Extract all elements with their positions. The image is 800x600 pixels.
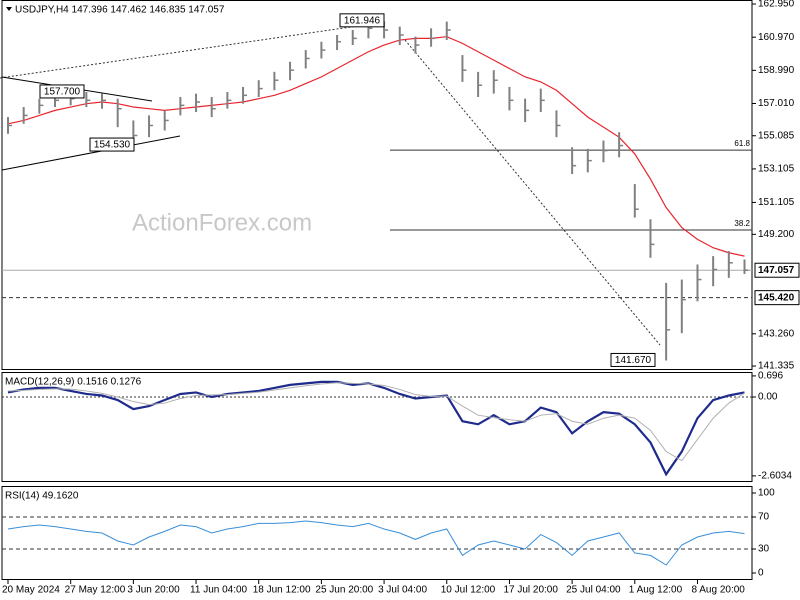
y-tick-label: 162.950 (758, 0, 795, 10)
y-tick-label: 157.010 (758, 98, 795, 109)
y-tick-label: 141.335 (758, 361, 795, 372)
y-tick-label: 0.00 (758, 392, 778, 403)
panel-title: RSI(14) 49.1620 (5, 491, 79, 502)
level-label: 145.420 (758, 292, 795, 303)
y-tick-label: 30 (758, 544, 770, 555)
y-tick-label: 153.105 (758, 164, 795, 175)
moving-average (7, 36, 745, 257)
y-tick-label: 160.970 (758, 32, 795, 43)
panel-title: USDJPY,H4 147.396 147.462 146.835 147.05… (15, 5, 225, 16)
annotation-box (39, 84, 85, 99)
indicator-line (7, 520, 745, 566)
annotation-box (339, 13, 385, 28)
annotation-box (89, 137, 135, 152)
panel-frame (1, 372, 753, 482)
x-tick-label: 8 Aug 20:00 (691, 585, 745, 596)
y-tick-label: 149.200 (758, 229, 795, 240)
x-tick-label: 25 Jul 04:00 (566, 585, 621, 596)
x-tick-label: 27 May 12:00 (65, 585, 126, 596)
y-tick-label: 151.105 (758, 197, 795, 208)
annotation-box (610, 352, 656, 367)
panel-frame (1, 0, 753, 370)
level-label: 147.057 (758, 265, 795, 276)
annotation-label: 161.946 (344, 15, 381, 26)
level-box (754, 290, 800, 306)
annotation-label: 141.670 (615, 355, 652, 366)
fib-label: 61.8 (734, 139, 750, 148)
title-marker (6, 7, 12, 11)
y-tick-label: 158.990 (758, 65, 795, 76)
annotation-label: 154.530 (94, 140, 131, 151)
x-tick-label: 17 Jul 20:00 (503, 585, 558, 596)
x-tick-label: 1 Aug 12:00 (629, 585, 683, 596)
y-tick-label: 155.085 (758, 130, 795, 141)
level-box (754, 262, 800, 278)
panel-frame (1, 486, 753, 580)
channel-line (1, 135, 181, 171)
y-tick-label: 143.260 (758, 328, 795, 339)
y-tick-label: 100 (758, 488, 775, 499)
fib-label: 38.2 (734, 219, 750, 228)
y-tick-label: 70 (758, 512, 770, 523)
y-tick-label: 0.696 (758, 371, 783, 382)
x-tick-label: 11 Jun 04:00 (190, 585, 248, 596)
x-tick-label: 3 Jun 20:00 (127, 585, 180, 596)
indicator-line (7, 382, 745, 462)
y-tick-label: -2.6034 (758, 471, 792, 482)
annotation-label: 157.700 (44, 87, 81, 98)
trend-line (0, 21, 386, 79)
panel-title: MACD(12,26,9) 0.1516 0.1276 (5, 377, 142, 388)
x-tick-label: 10 Jul 12:00 (441, 585, 496, 596)
x-tick-label: 18 Jun 12:00 (253, 585, 311, 596)
x-tick-label: 20 May 2024 (2, 585, 60, 596)
watermark: ActionForex.com (132, 209, 312, 236)
x-tick-label: 25 Jun 20:00 (315, 585, 373, 596)
y-tick-label: 0 (758, 568, 764, 579)
x-tick-label: 3 Jul 04:00 (378, 585, 427, 596)
